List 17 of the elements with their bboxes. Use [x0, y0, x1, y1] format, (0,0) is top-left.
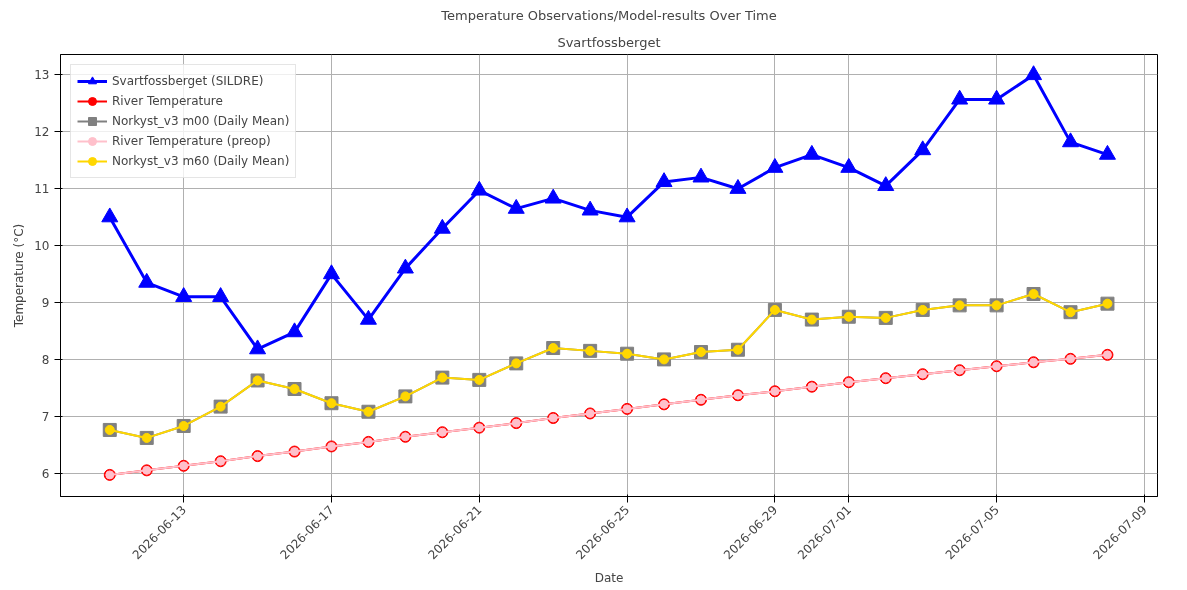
y-tick-label: 9: [41, 296, 50, 311]
y-tick-label: 7: [41, 409, 50, 424]
y-tick-label: 8: [41, 352, 50, 367]
y-tick-label: 13: [34, 68, 50, 83]
y-tick-label: 10: [34, 239, 50, 254]
y-tick-label: 11: [34, 182, 50, 197]
legend-label: River Temperature: [112, 94, 223, 108]
legend-label: Norkyst_v3 m60 (Daily Mean): [112, 154, 290, 168]
chart-subtitle: Svartfossberget: [557, 34, 661, 50]
legend-label: Norkyst_v3 m00 (Daily Mean): [112, 114, 290, 128]
legend-label: River Temperature (preop): [112, 134, 271, 148]
x-axis-title: Date: [594, 571, 624, 586]
y-tick-label: 6: [41, 466, 50, 481]
y-axis-title: Temperature (°C): [12, 223, 27, 329]
chart-title: Temperature Observations/Model-results Over Time: [440, 7, 777, 23]
legend-label: Svartfossberget (SILDRE): [112, 74, 264, 88]
y-tick-label: 12: [34, 125, 50, 140]
